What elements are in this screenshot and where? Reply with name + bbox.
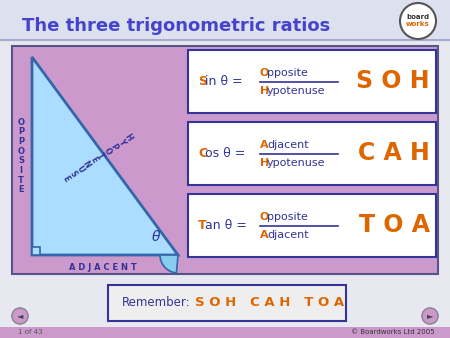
Text: 1 of 43: 1 of 43 (18, 329, 43, 335)
Text: H
Y
P
O
T
E
N
U
S
E: H Y P O T E N U S E (60, 132, 134, 184)
Text: © Boardworks Ltd 2005: © Boardworks Ltd 2005 (351, 329, 435, 335)
Text: S: S (198, 75, 207, 88)
Text: in θ =: in θ = (205, 75, 243, 88)
Text: ypotenuse: ypotenuse (267, 159, 325, 169)
Text: C: C (198, 147, 207, 160)
Text: S O H: S O H (356, 70, 430, 94)
Text: A: A (260, 231, 269, 241)
Text: θ: θ (152, 230, 161, 244)
Wedge shape (160, 255, 178, 273)
Text: C A H: C A H (358, 142, 430, 166)
Text: O: O (260, 212, 270, 221)
Text: O
P
P
O
S
I
T
E: O P P O S I T E (18, 118, 24, 194)
Text: djacent: djacent (267, 140, 309, 149)
Text: ypotenuse: ypotenuse (267, 87, 325, 97)
Text: H: H (260, 159, 269, 169)
FancyBboxPatch shape (12, 46, 438, 274)
Text: an θ =: an θ = (205, 219, 247, 232)
Text: H: H (260, 87, 269, 97)
Text: ◄: ◄ (17, 312, 23, 320)
Text: A D J A C E N T: A D J A C E N T (69, 264, 137, 272)
Text: pposite: pposite (267, 68, 308, 77)
Text: The three trigonometric ratios: The three trigonometric ratios (22, 17, 330, 35)
FancyBboxPatch shape (188, 122, 436, 185)
Text: board: board (406, 14, 430, 20)
Text: Remember:: Remember: (122, 296, 191, 310)
FancyBboxPatch shape (32, 247, 40, 255)
Text: T O A: T O A (359, 214, 430, 238)
Text: djacent: djacent (267, 231, 309, 241)
Text: A: A (260, 140, 269, 149)
Text: os θ =: os θ = (205, 147, 245, 160)
FancyBboxPatch shape (108, 285, 346, 321)
Text: ►: ► (427, 312, 433, 320)
Circle shape (400, 3, 436, 39)
FancyBboxPatch shape (0, 0, 450, 42)
FancyBboxPatch shape (0, 39, 450, 41)
Text: pposite: pposite (267, 212, 308, 221)
Text: works: works (406, 21, 430, 27)
FancyBboxPatch shape (0, 327, 450, 338)
Text: S O H   C A H   T O A: S O H C A H T O A (195, 296, 345, 310)
Circle shape (12, 308, 28, 324)
Polygon shape (32, 57, 178, 255)
Text: O: O (260, 68, 270, 77)
Circle shape (422, 308, 438, 324)
FancyBboxPatch shape (188, 50, 436, 113)
FancyBboxPatch shape (188, 194, 436, 257)
Text: T: T (198, 219, 207, 232)
